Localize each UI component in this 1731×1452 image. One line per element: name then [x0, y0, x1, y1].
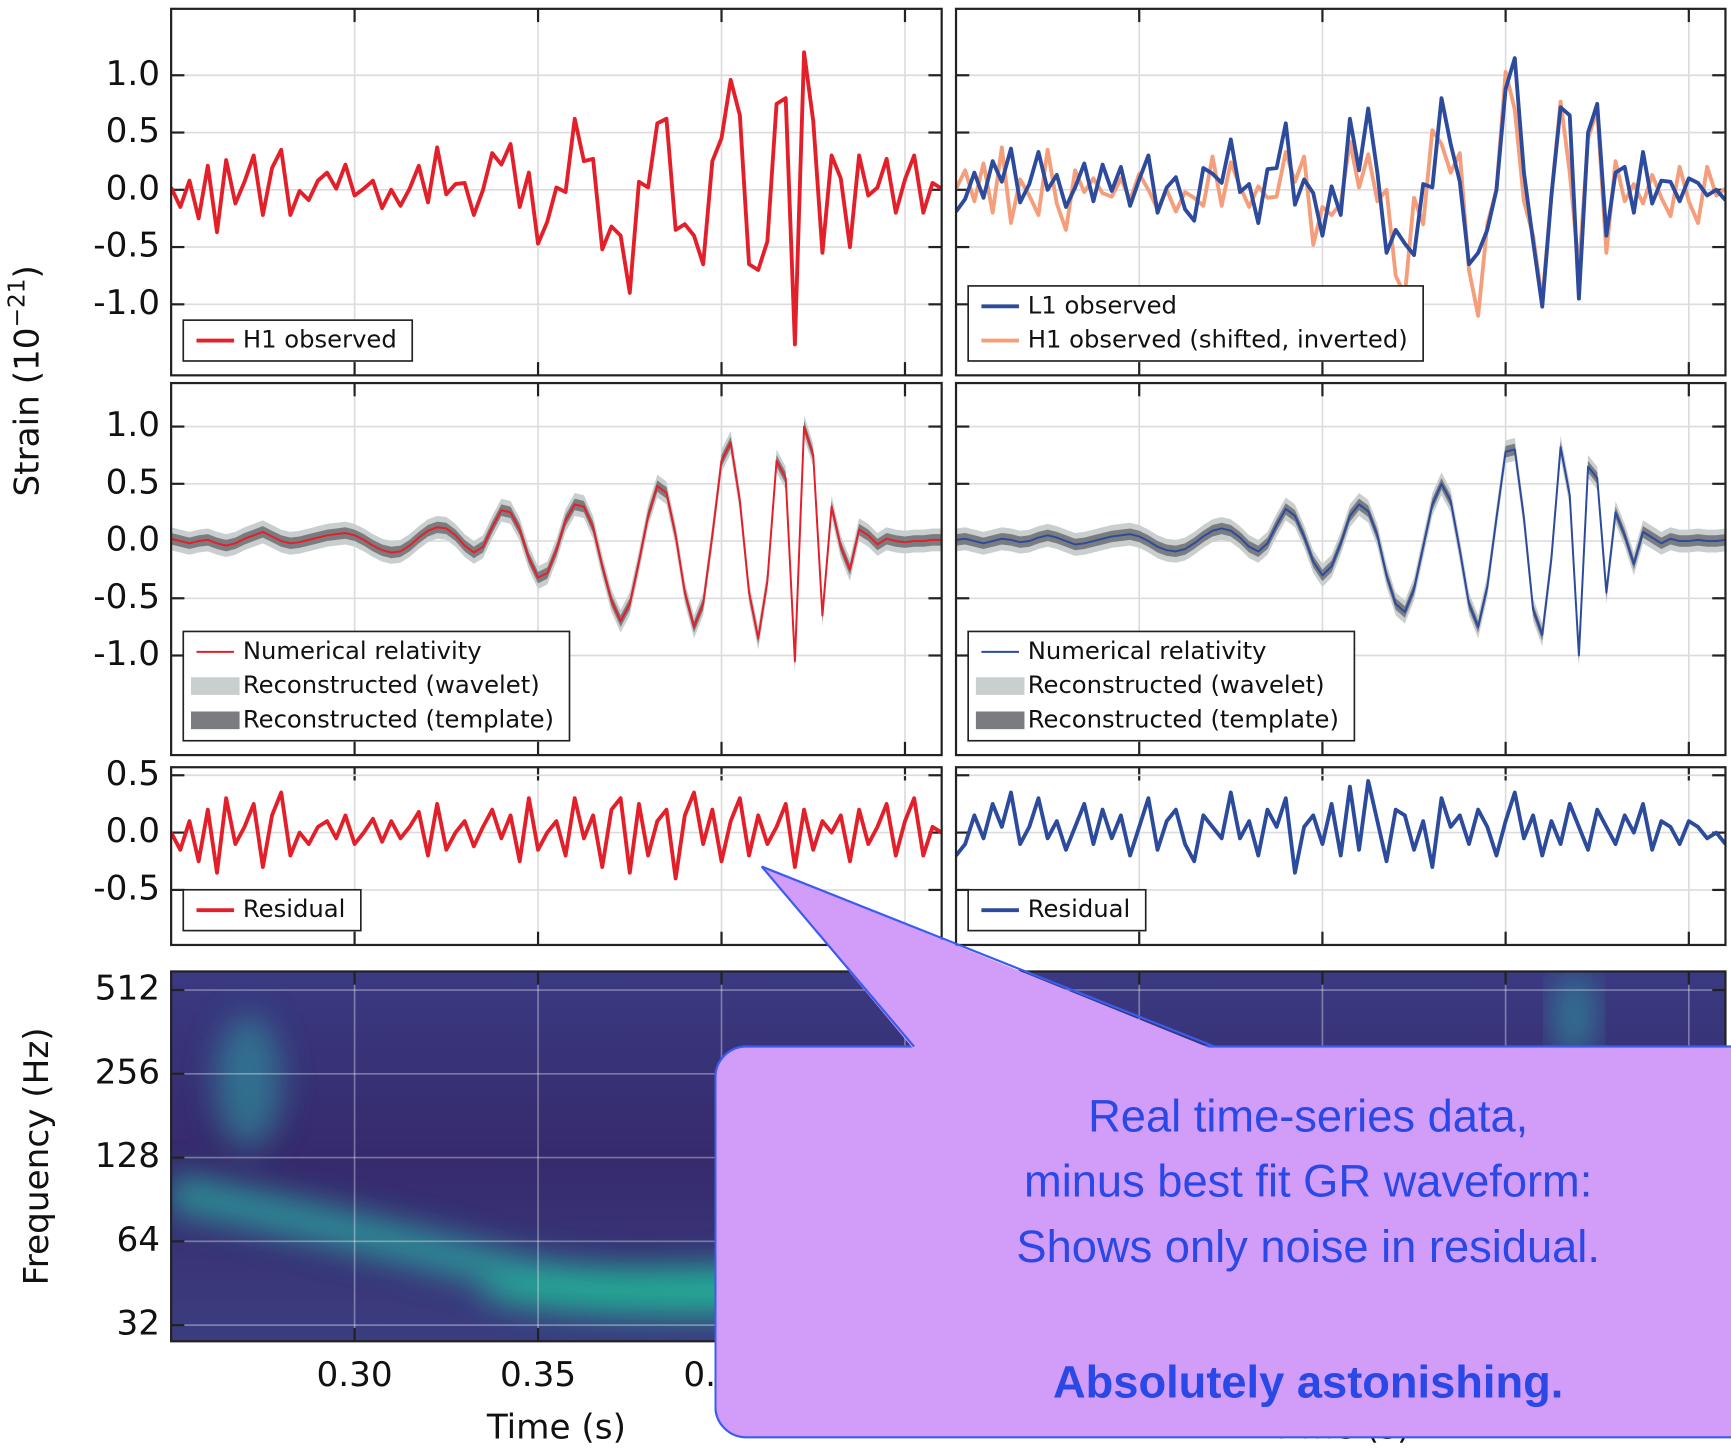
callout: Real time-series data, minus best fit GR… [714, 865, 1731, 1439]
panel-frame [954, 381, 1727, 757]
series-group [171, 50, 942, 347]
panel-frame [954, 7, 1727, 377]
series-group [171, 415, 942, 673]
panel-frame [954, 766, 1727, 947]
y-axis-label: Strain (10−21) [3, 265, 47, 496]
line [171, 50, 942, 347]
legend-swatch [975, 711, 1025, 730]
series-group [171, 790, 942, 881]
panel-frame [170, 7, 943, 377]
legend-label: L1 observed [1028, 290, 1177, 319]
y-tick-label: -1.0 [93, 634, 160, 674]
legend-swatch [975, 677, 1025, 695]
callout-emphasis: Absolutely astonishing. [1053, 1357, 1563, 1408]
y-tick-label: -0.5 [93, 868, 160, 908]
y-tick-label: -0.5 [93, 226, 160, 266]
y-tick-label: 1.0 [106, 405, 160, 445]
legend-label: Reconstructed (template) [1028, 704, 1339, 733]
line [171, 425, 942, 663]
panel-frame [170, 381, 943, 757]
y-axis-label-suffix: ) [8, 265, 48, 278]
legend-label: Residual [1028, 894, 1130, 923]
line [956, 56, 1726, 309]
legend-label: H1 observed (shifted, inverted) [1028, 325, 1408, 354]
y-tick-label: 0.5 [106, 754, 160, 794]
legend-label: Reconstructed (wavelet) [243, 670, 540, 699]
series-group [956, 56, 1726, 318]
series-group [956, 779, 1726, 875]
legend-box [967, 630, 1356, 742]
callout-box [714, 1045, 1731, 1439]
x-tick-label: 0.35 [500, 1355, 576, 1395]
callout-line: Shows only noise in residual. [1016, 1221, 1600, 1272]
x-axis-label: Time (s) [486, 1407, 626, 1447]
spectrogram-texture [215, 1015, 282, 1149]
legend: H1 observed [182, 319, 414, 362]
legend-box [967, 888, 1147, 932]
y-tick-label: 128 [95, 1136, 160, 1176]
legend-label: Numerical relativity [1028, 636, 1267, 665]
legend: Numerical relativity Reconstructed (wavel… [182, 630, 571, 742]
callout-line: minus best fit GR waveform: [1024, 1156, 1592, 1207]
panel-frame [170, 766, 943, 947]
legend-label: H1 observed [243, 325, 397, 354]
y-tick-label: 0.0 [106, 168, 160, 208]
callout-pointer-edge [760, 865, 1215, 1048]
legend: Numerical relativity Reconstructed (wavel… [967, 630, 1356, 742]
line [956, 446, 1726, 657]
y-axis-label-text: Strain (10 [8, 327, 48, 496]
y-tick-label: 0.0 [106, 811, 160, 851]
panel: -0.5 0.0 0.5 Residual [93, 754, 943, 947]
legend-box [967, 285, 1424, 362]
legend-label: Reconstructed (template) [243, 704, 554, 733]
y-tick-label: -0.5 [93, 577, 160, 617]
panel: L1 observed H1 observed (shifted, inverte… [954, 7, 1727, 377]
series-group [956, 435, 1726, 667]
y-tick-label: 0.5 [106, 462, 160, 502]
line [171, 790, 942, 881]
panel: -1.0 -0.5 0.0 0.5 1.0 H1 observed [93, 7, 943, 377]
panel: Residual [954, 766, 1727, 947]
legend: L1 observed H1 observed (shifted, inverte… [967, 285, 1424, 362]
band [171, 415, 942, 673]
callout-line: Real time-series data, [1088, 1091, 1528, 1142]
panel: -1.0 -0.5 0.0 0.5 1.0 Numerical relativity Rec… [93, 381, 943, 757]
y-tick-label: 32 [117, 1304, 161, 1344]
legend-swatch [190, 677, 240, 695]
legend-label: Reconstructed (wavelet) [1028, 670, 1325, 699]
line [956, 779, 1726, 875]
y-tick-label: -1.0 [93, 283, 160, 323]
y-tick-label: 0.5 [106, 111, 160, 151]
spectrogram-texture [1552, 971, 1597, 1060]
legend-label: Numerical relativity [243, 636, 482, 665]
y-axis-label: Frequency (Hz) [17, 1027, 57, 1285]
y-axis-label-exponent: −21 [3, 279, 30, 328]
y-tick-label: 0.0 [106, 520, 160, 560]
x-tick-label: 0.30 [316, 1355, 392, 1395]
y-tick-label: 64 [117, 1220, 161, 1260]
y-tick-label: 512 [95, 969, 160, 1009]
panel: Numerical relativity Reconstructed (wavel… [954, 381, 1727, 757]
spectrogram-texture [1552, 971, 1597, 1060]
legend: Residual [182, 888, 362, 932]
legend: Residual [967, 888, 1147, 932]
legend-swatch [190, 711, 240, 730]
legend-label: Residual [243, 894, 345, 923]
y-tick-label: 1.0 [106, 54, 160, 94]
legend-box [182, 630, 571, 742]
y-tick-label: 256 [95, 1052, 160, 1092]
